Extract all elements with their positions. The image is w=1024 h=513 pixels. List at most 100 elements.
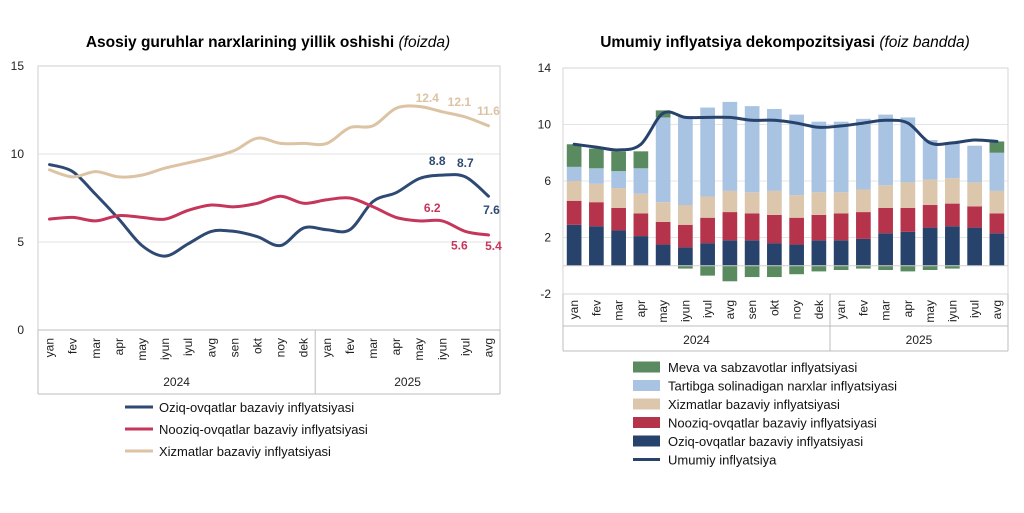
right-x-tick-label: sen <box>745 300 759 319</box>
right-bar-segment <box>589 202 604 227</box>
left-line-chart: Asosiy guruhlar narxlarining yillik oshi… <box>11 34 502 459</box>
right-total-inflation-line <box>572 110 999 152</box>
right-stacked-bar-chart: Umumiy inflyatsiya dekompozitsiyasi (foi… <box>538 34 1009 468</box>
right-bar-segment <box>678 116 693 206</box>
right-bar-segment <box>633 151 649 169</box>
right-y-tick-label: -2 <box>540 287 551 301</box>
right-bar-segment <box>678 224 693 248</box>
right-bar-segment <box>655 221 671 245</box>
right-bar-segment <box>633 168 649 194</box>
right-bar-segment <box>945 178 960 204</box>
right-bar-segment <box>566 224 582 266</box>
left-series-line <box>48 104 490 179</box>
right-bar-segment <box>611 207 626 231</box>
left-x-tick-label: iyul <box>458 338 472 356</box>
right-bar-segment <box>722 212 738 241</box>
right-bar-segment <box>789 217 804 245</box>
right-bar-segment <box>900 207 916 232</box>
right-bar-segment <box>566 166 582 181</box>
right-bar-segment <box>900 231 916 266</box>
right-bar-segment <box>833 192 849 214</box>
right-bar-segment <box>700 196 715 218</box>
right-bar-segment <box>856 212 871 239</box>
right-bar-segment <box>789 195 804 218</box>
right-bar-segment <box>989 233 1005 266</box>
right-bar-segment <box>833 213 849 241</box>
right-x-tick-label: noy <box>790 300 804 319</box>
right-bar-segment <box>922 205 938 228</box>
right-bar-segment <box>700 265 715 276</box>
right-bar-segment <box>589 226 604 266</box>
left-series-lines <box>48 104 490 258</box>
right-bar-segment <box>700 243 715 266</box>
right-bar-segment <box>744 265 760 278</box>
right-legend-swatch <box>633 361 660 373</box>
right-bar-segment <box>566 144 582 167</box>
right-bar-segment <box>767 265 782 278</box>
right-x-tick-label: mar <box>879 300 893 321</box>
right-bar-segment <box>633 213 649 237</box>
right-bar-segment <box>589 168 604 184</box>
right-legend-label: Xizmatlar bazaviy inflyatsiyasi <box>668 397 840 412</box>
right-bar-segment <box>722 190 738 213</box>
right-legend-label: Nooziq-ovqatlar bazaviy inflyatsiyasi <box>668 416 877 431</box>
right-x-tick-label: may <box>656 300 670 323</box>
right-bar-segment <box>811 121 827 193</box>
left-legend-label: Xizmatlar bazaviy inflyatsiyasi <box>159 444 331 459</box>
left-x-tick-label: apr <box>112 338 126 355</box>
right-bar-segment <box>611 151 626 172</box>
right-y-axis: -2 2 6 10 14 <box>538 61 552 301</box>
right-bar-segment <box>722 265 738 282</box>
left-data-label: 12.4 <box>416 91 440 105</box>
left-x-axis: yan fev mar apr may iyun iyul avg sen okt noy dek ya… <box>43 337 496 361</box>
left-data-label: 12.1 <box>448 95 472 109</box>
right-bar-segment <box>744 240 760 266</box>
right-bar-segment <box>856 189 871 213</box>
right-bar-segment <box>633 236 649 266</box>
right-total-line <box>572 110 999 152</box>
right-x-tick-label: fev <box>589 300 603 316</box>
left-x-tick-label: avg <box>204 338 218 357</box>
right-bar-segment <box>878 265 893 270</box>
right-x-tick-label: avg <box>723 300 737 319</box>
right-legend-swatch <box>633 398 660 410</box>
right-x-tick-label: iyul <box>701 300 715 318</box>
right-legend-swatch <box>633 417 660 428</box>
left-y-tick-label: 10 <box>11 147 25 161</box>
right-bar-segment <box>922 179 938 206</box>
right-x-tick-label: iyul <box>968 300 982 318</box>
left-x-tick-label: fev <box>66 338 80 354</box>
right-bar-segment <box>767 190 782 215</box>
right-bar-segment <box>878 207 893 234</box>
right-bar-segment <box>833 121 849 193</box>
right-bar-segment <box>744 192 760 214</box>
right-bar-segment <box>811 214 827 241</box>
left-y-axis: 0 5 10 15 <box>11 59 25 337</box>
right-legend-swatch <box>633 380 660 391</box>
right-legend-swatch <box>633 435 660 447</box>
left-x-tick-label: okt <box>250 337 264 354</box>
right-bar-segment <box>878 233 893 266</box>
right-bar-segment <box>811 192 827 215</box>
left-chart-title: Asosiy guruhlar narxlarining yillik oshi… <box>86 34 450 51</box>
right-bar-segment <box>611 188 626 208</box>
right-bar-segment <box>655 202 671 222</box>
left-x-tick-label: sen <box>227 338 241 357</box>
right-y-tick-label: 2 <box>544 231 551 245</box>
right-x-tick-label: yan <box>567 300 581 319</box>
right-bar-segment <box>967 145 982 183</box>
right-x-tick-label: iyun <box>945 300 959 322</box>
right-x-tick-label: dek <box>812 299 826 319</box>
right-bar-segment <box>767 108 782 191</box>
right-bar-segment <box>789 114 804 196</box>
right-bar-segment <box>722 101 738 191</box>
left-legend-label: Nooziq-ovqatlar bazaviy inflyatsiyasi <box>159 422 368 437</box>
right-x-tick-label: mar <box>612 300 626 321</box>
left-y-tick-label: 15 <box>11 59 25 73</box>
right-bar-segment <box>678 247 693 266</box>
right-bar-segment <box>922 140 938 180</box>
right-year-axis: 2024 2025 <box>562 294 1009 352</box>
left-x-tick-label: dek <box>297 337 311 357</box>
right-legend-label: Umumiy inflyatsiya <box>668 453 777 468</box>
